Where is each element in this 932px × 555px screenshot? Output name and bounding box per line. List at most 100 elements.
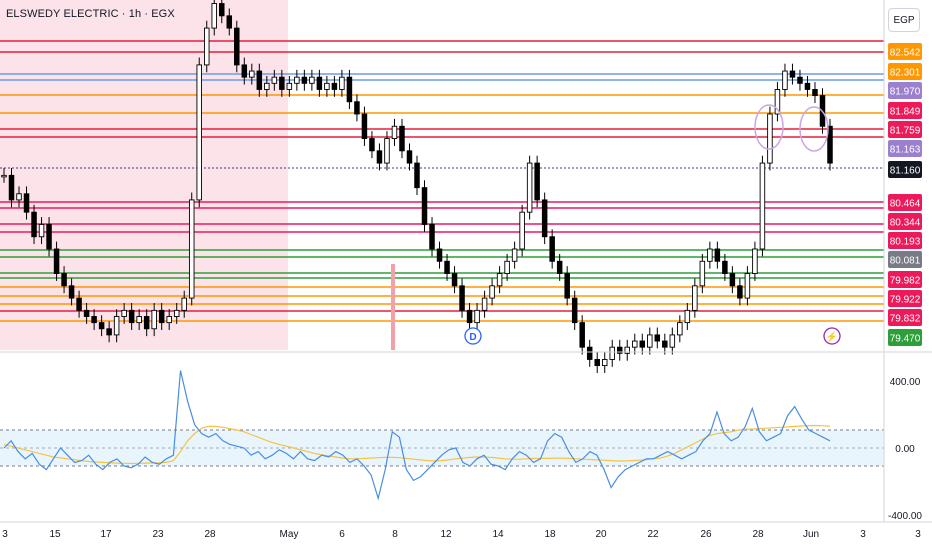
candle-body xyxy=(256,70,263,90)
price-label: 79.832 xyxy=(890,314,921,325)
price-label: 80.344 xyxy=(890,218,921,229)
candle-body xyxy=(16,193,22,201)
price-label-bg xyxy=(888,121,922,138)
candle-body xyxy=(61,273,67,287)
candle-body xyxy=(782,70,788,90)
candle-body xyxy=(752,248,758,274)
candle-body xyxy=(489,285,495,299)
candle-body xyxy=(173,309,180,317)
oscillator-tick-label: -400.00 xyxy=(888,511,922,522)
candle-body xyxy=(692,285,698,311)
candle-body xyxy=(669,334,676,348)
candle-body xyxy=(286,82,293,90)
candle-body xyxy=(541,199,548,238)
candle-body xyxy=(737,285,743,299)
time-axis-label: 28 xyxy=(204,529,216,540)
price-label: 81.163 xyxy=(890,145,921,156)
candle-body xyxy=(23,193,30,213)
candle-body xyxy=(496,273,503,287)
candle-body xyxy=(481,297,488,311)
candle-body xyxy=(361,113,368,139)
candle-body xyxy=(38,224,45,238)
candle-body xyxy=(91,316,97,324)
candle-body xyxy=(729,273,736,287)
candle-body xyxy=(429,224,435,250)
time-axis-label: Jun xyxy=(803,529,819,540)
price-label: 79.922 xyxy=(890,295,921,306)
price-label-bg xyxy=(888,271,922,288)
price-label: 81.160 xyxy=(890,166,921,177)
price-label-bg xyxy=(888,213,922,230)
candle-body xyxy=(812,89,818,97)
candle-body xyxy=(406,150,413,164)
currency-button[interactable]: EGP xyxy=(888,8,920,32)
candle-body xyxy=(188,199,195,299)
candle-body xyxy=(151,309,157,330)
oscillator-tick-label: 400.00 xyxy=(890,377,921,388)
candle-body xyxy=(136,316,142,324)
price-label-bg xyxy=(888,329,922,346)
candle-body xyxy=(699,260,706,287)
candle-body xyxy=(707,248,713,262)
price-label-bg xyxy=(888,102,922,119)
event-icon-label: ⚡ xyxy=(826,330,838,343)
candle-body xyxy=(106,328,112,336)
price-label: 81.759 xyxy=(890,126,921,137)
candle-body xyxy=(264,82,270,90)
price-label: 79.982 xyxy=(890,276,921,287)
price-label-bg xyxy=(888,43,922,60)
candle-body xyxy=(279,76,285,90)
symbol-title[interactable]: ELSWEDY ELECTRIC · 1h · EGX xyxy=(6,8,175,20)
candle-body xyxy=(226,15,233,29)
candle-body xyxy=(181,297,187,311)
candle-body xyxy=(158,309,165,324)
dividend-icon xyxy=(464,327,482,345)
candle-body xyxy=(549,236,555,262)
candle-body xyxy=(339,76,345,90)
event-icon xyxy=(823,327,841,345)
candle-body xyxy=(564,273,570,299)
candle-body xyxy=(324,82,330,90)
dividend-icon-label: D xyxy=(469,332,476,343)
time-axis-label: 3 xyxy=(860,529,866,540)
time-axis-label: 3 xyxy=(2,529,8,540)
candle-body xyxy=(586,346,593,360)
candle-body xyxy=(647,334,653,348)
time-axis-label: 17 xyxy=(100,529,112,540)
candle-body xyxy=(459,285,465,311)
price-label-bg xyxy=(888,161,922,178)
candle-body xyxy=(421,187,428,225)
candle-body xyxy=(384,138,390,164)
candle-body xyxy=(466,309,473,324)
price-label-bg xyxy=(888,251,922,268)
candle-body xyxy=(331,82,338,90)
candle-body xyxy=(143,316,150,330)
candle-body xyxy=(616,346,623,354)
candle-body xyxy=(203,27,210,66)
candle-body xyxy=(234,27,240,66)
candle-body xyxy=(113,316,120,336)
time-axis-label: 22 xyxy=(647,529,659,540)
candle-body xyxy=(639,340,646,348)
candle-body xyxy=(511,248,518,262)
candle-body xyxy=(714,248,721,262)
candle-body xyxy=(76,297,82,311)
time-axis-label: 28 xyxy=(752,529,764,540)
candle-body xyxy=(211,3,218,29)
candle-body xyxy=(526,162,533,213)
time-axis-label: 6 xyxy=(339,529,345,540)
price-label-bg xyxy=(888,140,922,157)
price-label: 81.849 xyxy=(890,107,921,118)
candle-body xyxy=(654,334,661,342)
session-shade xyxy=(0,0,288,350)
time-axis-label: 14 xyxy=(492,529,504,540)
candle-body xyxy=(8,174,15,201)
candle-body xyxy=(436,248,443,262)
time-axis-label: 26 xyxy=(700,529,712,540)
price-label: 82.301 xyxy=(890,68,921,79)
candle-body xyxy=(684,309,691,324)
highlight-circle xyxy=(754,104,784,150)
price-label: 80.464 xyxy=(890,199,921,210)
